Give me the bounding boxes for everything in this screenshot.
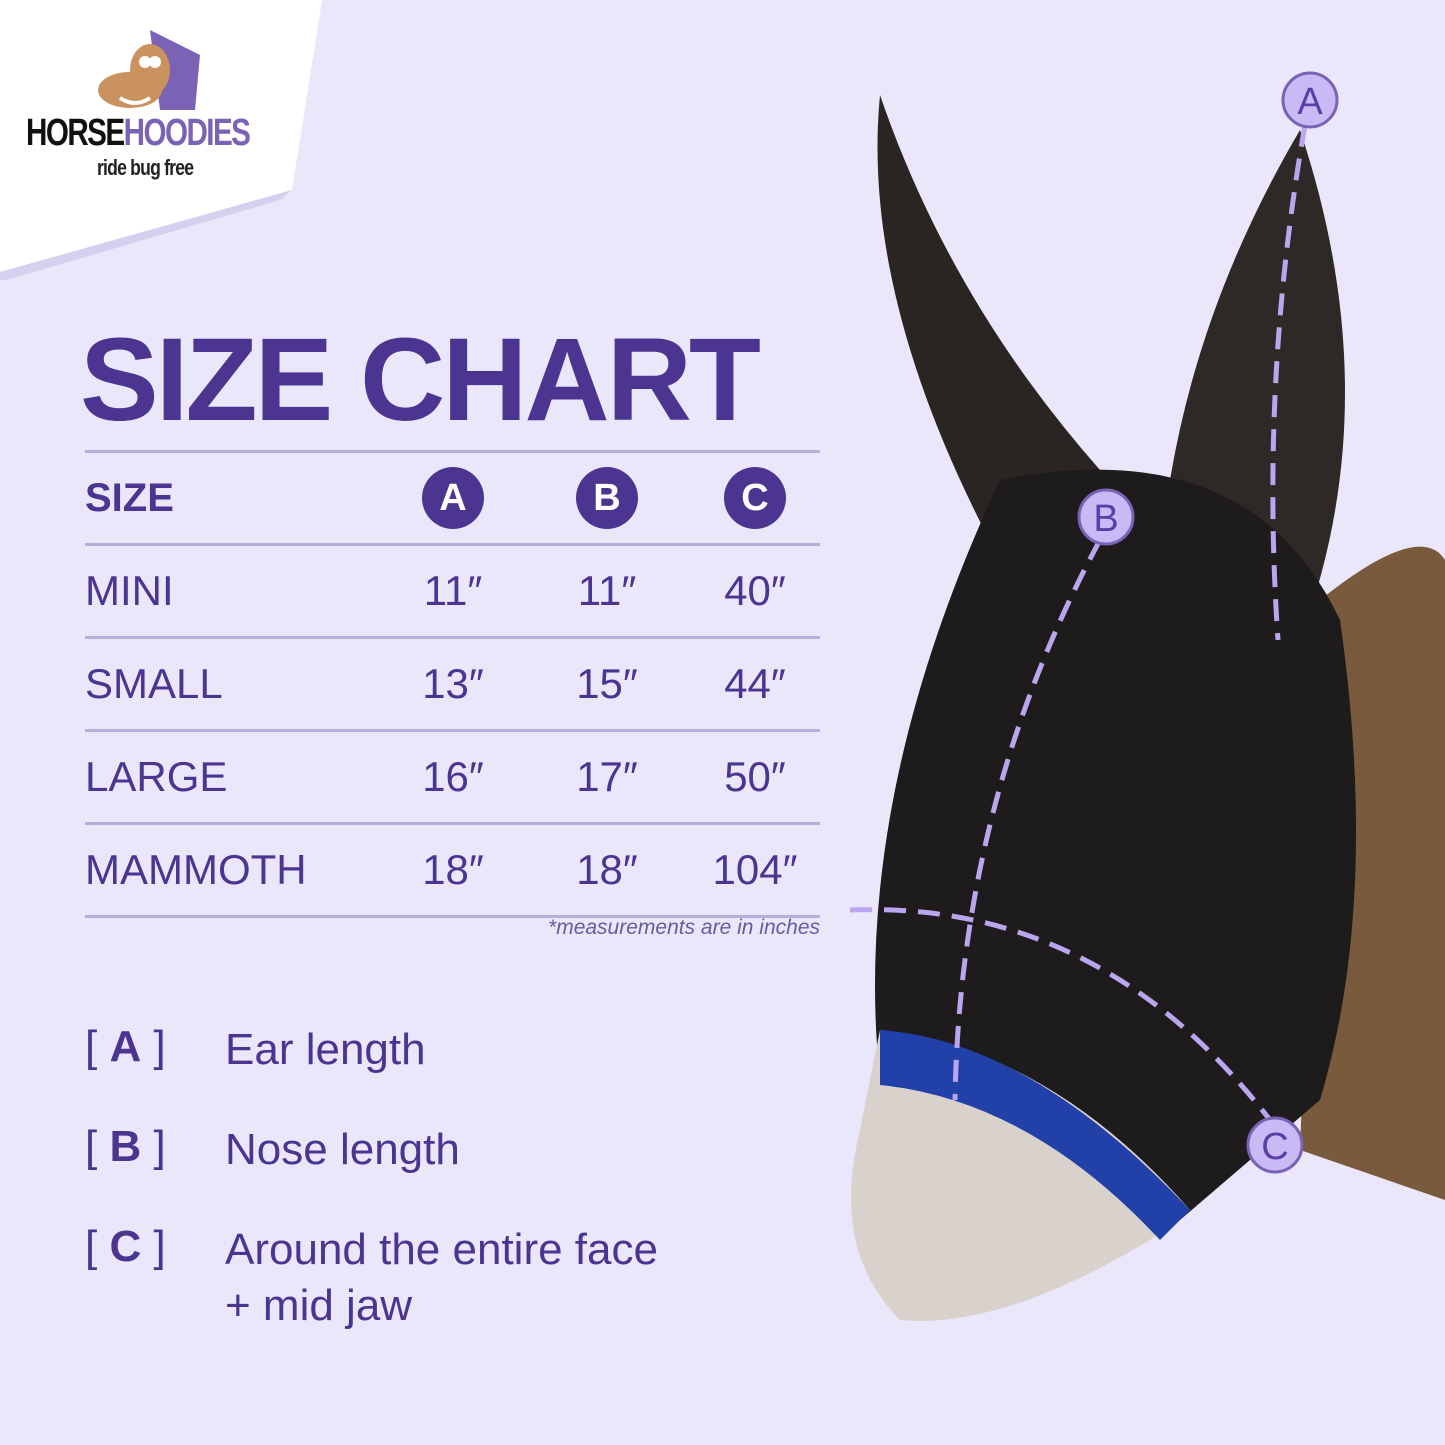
legend: [ A ] Ear length [ B ] Nose length [ C ]…	[85, 1022, 658, 1378]
svg-text:C: C	[1261, 1126, 1288, 1168]
logo-panel: HORSEHOODIES ride bug free	[0, 0, 330, 282]
legend-key: B	[109, 1122, 142, 1171]
legend-label: Around the entire face	[225, 1225, 658, 1274]
marker-b: B	[1077, 488, 1135, 546]
measurement-note: *measurements are in inches	[548, 916, 820, 939]
header-a-badge: A	[422, 467, 484, 529]
size-table: SIZE A B C MINI 11″ 11″ 40″ SMALL 13″ 15…	[85, 450, 820, 918]
legend-label-2: + mid jaw	[225, 1281, 413, 1330]
value-b: 15″	[576, 660, 638, 707]
legend-item: [ B ] Nose length	[85, 1122, 658, 1178]
value-a: 16″	[422, 753, 484, 800]
table-header: SIZE A B C	[85, 450, 820, 543]
value-c: 44″	[724, 660, 786, 707]
header-b-badge: B	[576, 467, 638, 529]
size-name: LARGE	[85, 753, 228, 800]
value-a: 11″	[423, 567, 483, 614]
value-b: 18″	[576, 846, 638, 893]
marker-a: A	[1281, 71, 1339, 129]
legend-key: C	[109, 1222, 142, 1271]
svg-text:A: A	[1297, 81, 1323, 123]
measurement-lines	[849, 124, 1308, 1122]
horse-mascot-icon	[98, 30, 200, 110]
logo-background	[0, 0, 322, 282]
svg-text:B: B	[1093, 498, 1118, 540]
table-row: SMALL 13″ 15″ 44″	[85, 636, 820, 729]
table-row: MINI 11″ 11″ 40″	[85, 543, 820, 636]
value-b: 11″	[577, 567, 637, 614]
value-a: 18″	[422, 846, 484, 893]
brand-name: HORSEHOODIES	[26, 112, 251, 154]
value-a: 13″	[422, 660, 484, 707]
header-c-badge: C	[724, 467, 786, 529]
legend-item: [ C ] Around the entire face + mid jaw	[85, 1222, 658, 1330]
size-name: MAMMOTH	[85, 846, 307, 893]
legend-label: Ear length	[225, 1025, 426, 1074]
brand-tagline: ride bug free	[97, 155, 194, 180]
horse-photo: A B C	[849, 71, 1445, 1321]
value-c: 104″	[712, 846, 798, 893]
marker-c: C	[1246, 1116, 1304, 1174]
legend-key: A	[109, 1022, 142, 1071]
value-c: 40″	[724, 567, 786, 614]
size-name: MINI	[85, 567, 174, 614]
table-row: MAMMOTH 18″ 18″ 104″	[85, 822, 820, 918]
legend-item: [ A ] Ear length	[85, 1022, 658, 1078]
header-size: SIZE	[85, 475, 174, 520]
page-title: SIZE CHART	[80, 314, 761, 446]
value-c: 50″	[724, 753, 786, 800]
table-row: LARGE 16″ 17″ 50″	[85, 729, 820, 822]
legend-label: Nose length	[225, 1125, 460, 1174]
size-name: SMALL	[85, 660, 223, 707]
value-b: 17″	[576, 753, 638, 800]
